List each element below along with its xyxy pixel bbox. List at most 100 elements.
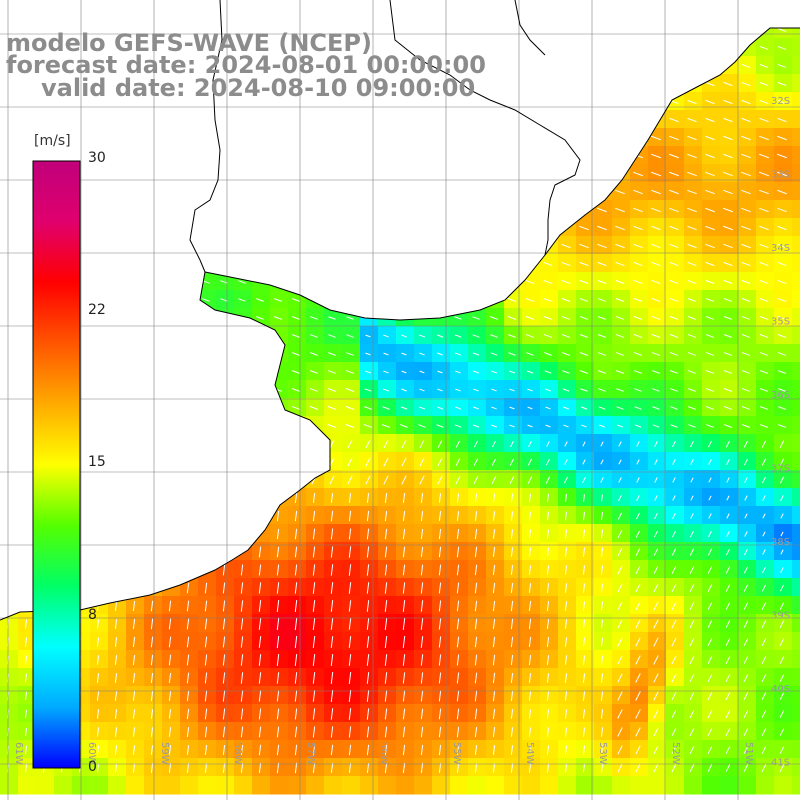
wave-arrow [329, 457, 335, 467]
wave-arrow [456, 745, 460, 755]
field-cell [774, 542, 793, 561]
wave-arrow [635, 673, 641, 683]
wave-arrow [741, 225, 751, 231]
field-cell [702, 740, 721, 759]
wave-arrow [615, 334, 625, 338]
field-cell [774, 290, 793, 309]
field-cell [558, 578, 577, 597]
field-cell [594, 686, 613, 705]
wave-arrow [186, 708, 190, 720]
field-cell [396, 596, 415, 615]
field-cell [594, 596, 613, 615]
wave-arrow [582, 673, 586, 683]
field-cell [720, 416, 739, 435]
wave-arrow [132, 600, 136, 612]
field-cell [774, 722, 793, 741]
field-cell [288, 740, 307, 759]
wave-arrow [510, 727, 514, 737]
wave-arrow [345, 388, 355, 392]
field-cell [792, 524, 800, 543]
field-cell [486, 560, 505, 579]
wave-arrow [348, 744, 352, 756]
wave-arrow [705, 406, 715, 410]
field-cell [648, 362, 667, 381]
field-cell [342, 326, 361, 345]
wave-arrow [348, 618, 352, 630]
field-cell [630, 776, 649, 795]
field-cell [738, 236, 757, 255]
wave-arrow [312, 493, 316, 503]
field-cell [666, 452, 685, 471]
field-cell [414, 722, 433, 741]
field-cell [216, 290, 235, 309]
wave-arrow [510, 618, 514, 630]
wave-arrow [561, 298, 571, 302]
field-cell [774, 776, 793, 795]
wave-arrow [743, 602, 749, 610]
field-cell [630, 650, 649, 669]
field-cell [756, 326, 775, 345]
wave-arrow [438, 763, 442, 773]
field-cell [522, 470, 541, 489]
wave-arrow [723, 280, 733, 284]
wave-arrow [741, 370, 751, 374]
wave-arrow [510, 565, 514, 575]
wave-arrow [132, 691, 136, 701]
wave-arrow [759, 352, 769, 356]
wave-arrow [312, 635, 316, 649]
wave-arrow [690, 495, 694, 501]
wave-arrow [509, 388, 515, 392]
field-cell [594, 488, 613, 507]
field-cell [306, 326, 325, 345]
field-cell [270, 290, 289, 309]
wave-arrow [240, 564, 244, 576]
field-cell [180, 758, 199, 777]
wave-arrow [438, 636, 442, 648]
field-cell [558, 776, 577, 795]
wave-arrow [348, 654, 352, 666]
wave-arrow [779, 674, 785, 682]
wave-arrow [328, 334, 336, 338]
field-cell [756, 128, 775, 147]
field-cell [432, 488, 451, 507]
field-cell [540, 632, 559, 651]
field-cell [774, 164, 793, 183]
wave-arrow [653, 637, 659, 647]
wave-arrow [601, 511, 603, 521]
field-cell [360, 758, 379, 777]
wave-arrow [276, 564, 280, 576]
field-cell [738, 398, 757, 417]
field-cell [432, 758, 451, 777]
wave-arrow [598, 388, 606, 392]
field-cell [108, 758, 127, 777]
field-cell [558, 236, 577, 255]
wave-arrow [690, 530, 694, 538]
wave-arrow [508, 334, 516, 338]
field-cell [792, 488, 800, 507]
field-cell [126, 650, 145, 669]
wave-arrow [562, 388, 570, 392]
field-cell [648, 146, 667, 165]
wave-arrow [564, 547, 568, 557]
field-cell [738, 632, 757, 651]
wave-arrow [454, 406, 462, 410]
field-cell [324, 488, 343, 507]
wave-arrow [779, 602, 785, 610]
field-cell [684, 650, 703, 669]
wave-arrow [688, 424, 696, 428]
field-cell [342, 452, 361, 471]
field-cell [108, 704, 127, 723]
wave-arrow [723, 261, 733, 267]
wave-arrow [777, 243, 787, 249]
field-cell [558, 416, 577, 435]
wave-arrow [491, 476, 497, 484]
field-cell [0, 650, 19, 669]
wave-arrow [508, 352, 516, 356]
field-cell [450, 776, 469, 795]
field-cell [234, 578, 253, 597]
field-cell [612, 722, 631, 741]
field-cell [144, 758, 163, 777]
wave-arrow [759, 207, 769, 213]
wave-arrow [294, 582, 298, 594]
